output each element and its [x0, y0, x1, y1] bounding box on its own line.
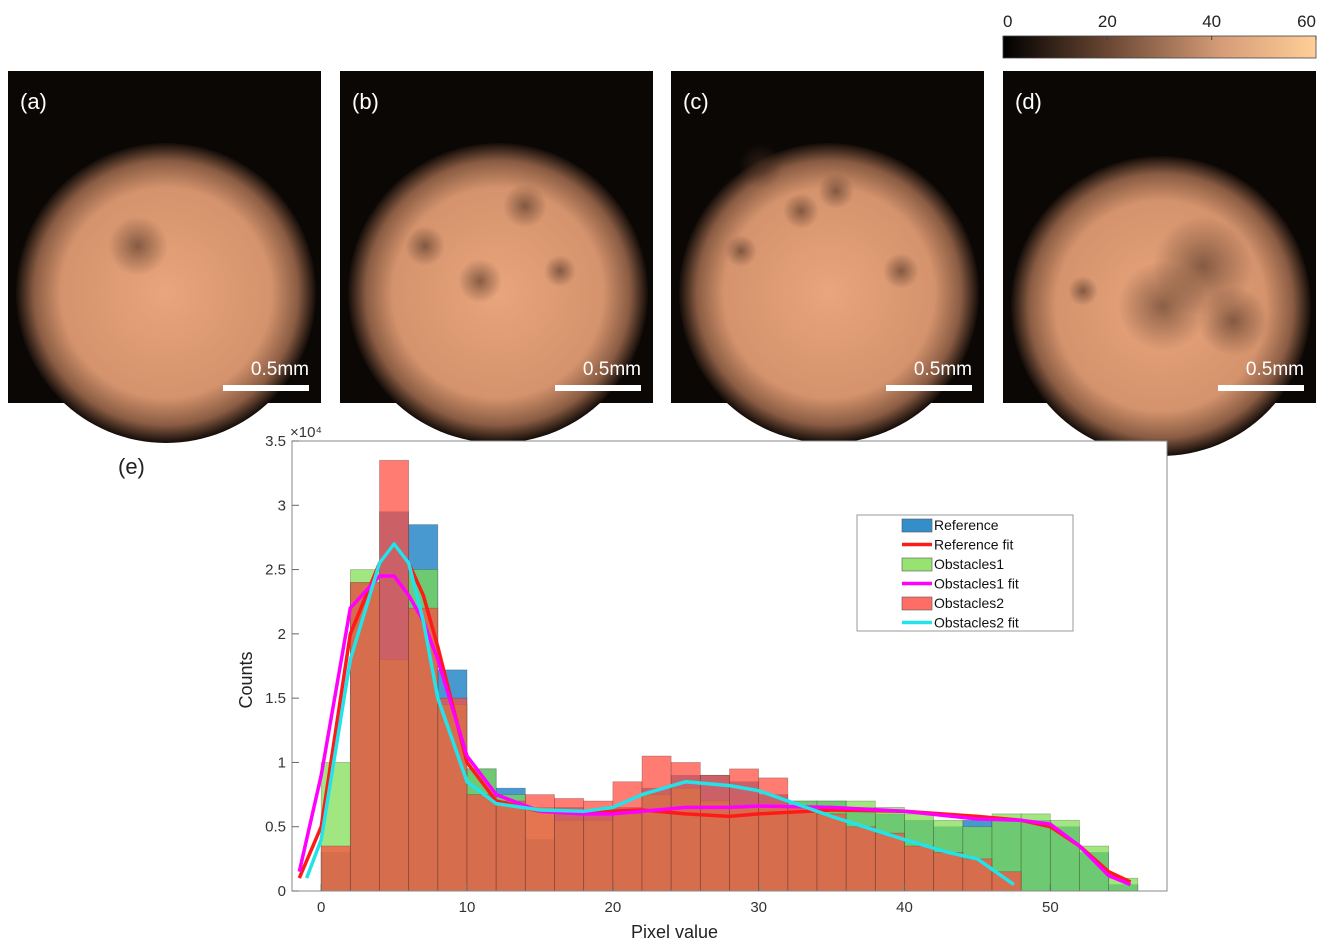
colorbar-tick-label: 0	[1003, 12, 1012, 31]
y-tick-label: 3	[278, 497, 286, 514]
x-tick-label: 0	[317, 899, 325, 916]
legend-swatch	[901, 596, 933, 611]
fit-line	[304, 542, 1015, 887]
legend-label: Reference fit	[934, 537, 1013, 553]
scale-bar-label: 0.5mm	[583, 359, 641, 380]
dark-spot	[108, 216, 168, 276]
dark-spot	[503, 184, 547, 228]
dark-spot	[544, 255, 576, 287]
legend-label: Reference	[934, 517, 999, 533]
scale-bar-label: 0.5mm	[914, 359, 972, 380]
histogram-bar	[495, 800, 526, 892]
histogram-bar	[349, 582, 380, 892]
legend-swatch	[901, 557, 933, 572]
colorbar-tick-label: 60	[1297, 12, 1316, 31]
y-tick-label: 3.5	[265, 433, 286, 450]
y-tick-label: 0	[278, 883, 286, 900]
y-tick-label: 2	[278, 626, 286, 643]
image-panel: (d) 0.5mm	[1003, 71, 1316, 456]
dark-spot	[405, 226, 445, 266]
histogram-bar	[379, 459, 410, 892]
dark-spot	[739, 144, 783, 188]
panel-label: (b)	[352, 89, 379, 114]
dark-spot	[1118, 261, 1208, 351]
x-tick-label: 30	[750, 899, 767, 916]
colorbar-tick-label: 40	[1202, 12, 1221, 31]
x-tick-label: 10	[459, 899, 476, 916]
dark-spot	[725, 235, 757, 267]
image-panel: (c) 0.5mm	[671, 71, 984, 443]
histogram-bar	[437, 697, 468, 892]
histogram-bar	[904, 845, 935, 892]
axes-box	[291, 440, 1168, 892]
histogram-bar	[962, 858, 993, 892]
x-axis-label: Pixel value	[631, 922, 718, 942]
dark-spot	[458, 259, 502, 303]
dark-spot	[1068, 276, 1098, 306]
panel-label: (d)	[1015, 89, 1042, 114]
dark-spot	[783, 193, 819, 229]
scale-bar-label: 0.5mm	[251, 359, 309, 380]
legend-label: Obstacles2 fit	[934, 615, 1019, 631]
x-tick-label: 20	[604, 899, 621, 916]
y-tick-label: 2.5	[265, 562, 286, 579]
histogram-bar	[1049, 819, 1080, 892]
legend-label: Obstacles2	[934, 595, 1004, 611]
y-tick-label: 0.5	[265, 819, 286, 836]
histogram-bar	[320, 845, 351, 892]
y-tick-label: 1	[278, 754, 286, 771]
legend-box	[856, 514, 1074, 632]
legend-label: Obstacles1 fit	[934, 576, 1019, 592]
panel-label: (c)	[683, 89, 709, 114]
legend-label: Obstacles1	[934, 556, 1004, 572]
histogram-bar	[641, 755, 672, 892]
histogram-bar	[933, 852, 964, 892]
y-tick-label: 1.5	[265, 690, 286, 707]
dark-spot	[818, 173, 854, 209]
beam-spot	[679, 143, 979, 443]
histogram-bar	[787, 807, 818, 892]
image-panel: (b) 0.5mm	[340, 71, 653, 443]
dark-spot	[1198, 286, 1268, 356]
colorbar-tick-label: 20	[1098, 12, 1117, 31]
x-tick-label: 40	[896, 899, 913, 916]
panel-label: (e)	[118, 454, 145, 479]
dark-spot	[883, 253, 919, 289]
beam-spot	[16, 143, 316, 443]
histogram-bar	[408, 607, 439, 892]
colorbar	[1002, 35, 1317, 59]
histogram-bar	[699, 774, 730, 892]
y-multiplier: ×10⁴	[290, 424, 322, 441]
legend-swatch	[901, 518, 933, 533]
x-tick-label: 50	[1042, 899, 1059, 916]
histogram-bar	[845, 826, 876, 892]
fit-line	[297, 574, 1132, 887]
image-panel: (a) 0.5mm	[8, 71, 321, 443]
histogram-bar	[466, 794, 497, 892]
histogram-bar	[816, 813, 847, 892]
panel-label: (a)	[20, 89, 47, 114]
y-axis-label: Counts	[236, 651, 256, 708]
scale-bar-label: 0.5mm	[1246, 359, 1304, 380]
histogram-bar	[583, 800, 614, 892]
histogram-bar	[874, 832, 905, 892]
